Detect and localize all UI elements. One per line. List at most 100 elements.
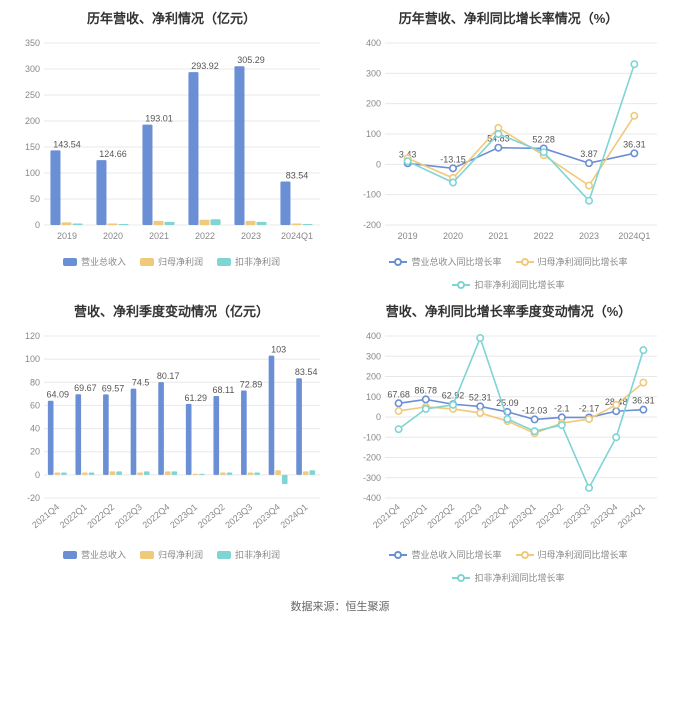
legend-label: 营业总收入同比增长率	[411, 548, 501, 561]
svg-text:103: 103	[271, 345, 286, 355]
svg-text:2020: 2020	[103, 231, 123, 241]
legend-label: 营业总收入同比增长率	[411, 255, 501, 268]
svg-text:83.54: 83.54	[295, 367, 318, 377]
legend-label: 扣非净利润同比增长率	[474, 571, 564, 584]
svg-text:-300: -300	[363, 473, 381, 483]
svg-text:40: 40	[30, 424, 40, 434]
svg-text:2022Q2: 2022Q2	[85, 502, 116, 530]
svg-text:2023Q3: 2023Q3	[223, 502, 254, 530]
chart4-panel: 营收、净利同比增长率季度变动情况（%）-400-300-200-10001002…	[345, 301, 672, 584]
svg-text:2024Q1: 2024Q1	[279, 502, 310, 530]
svg-text:0: 0	[35, 470, 40, 480]
svg-text:2023Q1: 2023Q1	[168, 502, 199, 530]
svg-text:0: 0	[376, 159, 381, 169]
svg-text:150: 150	[25, 142, 40, 152]
svg-text:-2.1: -2.1	[554, 403, 570, 413]
chart-svg: -400-300-200-10001002003004002021Q42022Q…	[345, 326, 665, 546]
svg-text:52.28: 52.28	[532, 134, 555, 144]
svg-text:3.87: 3.87	[580, 149, 598, 159]
svg-text:2021Q4: 2021Q4	[30, 502, 61, 530]
svg-text:300: 300	[366, 68, 381, 78]
svg-text:25.09: 25.09	[496, 398, 519, 408]
svg-text:2022: 2022	[195, 231, 215, 241]
svg-text:2023Q1: 2023Q1	[507, 502, 538, 530]
svg-text:300: 300	[366, 351, 381, 361]
svg-text:2021: 2021	[488, 231, 508, 241]
chart-legend: 营业总收入同比增长率归母净利润同比增长率扣非净利润同比增长率	[345, 255, 672, 291]
svg-text:2023: 2023	[579, 231, 599, 241]
svg-text:64.09: 64.09	[47, 390, 70, 400]
svg-text:2022Q4: 2022Q4	[480, 502, 511, 530]
svg-text:-20: -20	[27, 493, 40, 503]
data-source-label: 数据来源：恒生聚源	[0, 592, 680, 624]
chart3-panel: 营收、净利季度变动情况（亿元）-200204060801001202021Q42…	[8, 301, 335, 584]
svg-text:74.5: 74.5	[132, 378, 150, 388]
svg-text:2022Q3: 2022Q3	[453, 502, 484, 530]
legend-item: 扣非净利润	[217, 548, 280, 561]
svg-text:86.78: 86.78	[415, 385, 438, 395]
svg-text:143.54: 143.54	[53, 139, 81, 149]
chart-title: 历年营收、净利情况（亿元）	[8, 8, 335, 27]
svg-text:-12.03: -12.03	[522, 405, 548, 415]
svg-text:-200: -200	[363, 220, 381, 230]
svg-text:2022: 2022	[534, 231, 554, 241]
svg-text:-200: -200	[363, 453, 381, 463]
svg-text:69.67: 69.67	[74, 383, 97, 393]
svg-text:300: 300	[25, 64, 40, 74]
svg-text:120: 120	[25, 331, 40, 341]
svg-text:2022Q3: 2022Q3	[113, 502, 144, 530]
legend-item: 归母净利润	[140, 548, 203, 561]
svg-text:2024Q1: 2024Q1	[281, 231, 313, 241]
svg-text:200: 200	[25, 116, 40, 126]
legend-label: 扣非净利润	[235, 255, 280, 268]
svg-text:2024Q1: 2024Q1	[618, 231, 650, 241]
svg-text:50: 50	[30, 194, 40, 204]
svg-text:80: 80	[30, 377, 40, 387]
chart1-panel: 历年营收、净利情况（亿元）050100150200250300350201920…	[8, 8, 335, 291]
legend-item: 扣非净利润同比增长率	[452, 571, 564, 584]
svg-text:200: 200	[366, 99, 381, 109]
legend-label: 营业总收入	[81, 255, 126, 268]
legend-item: 营业总收入	[63, 548, 126, 561]
svg-text:52.31: 52.31	[469, 392, 492, 402]
svg-text:-13.15: -13.15	[440, 154, 466, 164]
svg-text:2023Q2: 2023Q2	[196, 502, 227, 530]
svg-text:0: 0	[376, 412, 381, 422]
svg-text:200: 200	[366, 372, 381, 382]
svg-text:80.17: 80.17	[157, 371, 180, 381]
chart-title: 历年营收、净利同比增长率情况（%）	[345, 8, 672, 27]
svg-text:-100: -100	[363, 190, 381, 200]
svg-text:2019: 2019	[57, 231, 77, 241]
svg-text:100: 100	[366, 392, 381, 402]
svg-text:-400: -400	[363, 493, 381, 503]
chart2-panel: 历年营收、净利同比增长率情况（%）-200-100010020030040020…	[345, 8, 672, 291]
chart-svg: -200204060801001202021Q42022Q12022Q22022…	[8, 326, 328, 546]
svg-text:2021Q4: 2021Q4	[371, 502, 402, 530]
chart-svg: 0501001502002503003502019202020212022202…	[8, 33, 328, 253]
svg-text:20: 20	[30, 447, 40, 457]
svg-text:72.89: 72.89	[240, 380, 263, 390]
legend-item: 归母净利润	[140, 255, 203, 268]
chart-title: 营收、净利季度变动情况（亿元）	[8, 301, 335, 320]
svg-text:61.29: 61.29	[185, 393, 208, 403]
svg-text:83.54: 83.54	[286, 171, 309, 181]
svg-text:2024Q1: 2024Q1	[616, 502, 647, 530]
svg-text:-100: -100	[363, 432, 381, 442]
chart-legend: 营业总收入 归母净利润 扣非净利润	[8, 548, 335, 561]
svg-text:2022Q1: 2022Q1	[398, 502, 429, 530]
legend-label: 归母净利润	[158, 548, 203, 561]
svg-text:400: 400	[366, 331, 381, 341]
svg-text:2023Q3: 2023Q3	[561, 502, 592, 530]
svg-text:100: 100	[25, 168, 40, 178]
legend-item: 归母净利润同比增长率	[516, 255, 628, 268]
svg-text:2022Q2: 2022Q2	[425, 502, 456, 530]
svg-text:100: 100	[366, 129, 381, 139]
svg-text:60: 60	[30, 400, 40, 410]
svg-text:-2.17: -2.17	[579, 403, 600, 413]
svg-text:2023Q4: 2023Q4	[251, 502, 282, 530]
svg-text:0: 0	[35, 220, 40, 230]
svg-text:36.31: 36.31	[632, 396, 655, 406]
legend-item: 营业总收入同比增长率	[389, 548, 501, 561]
svg-text:2020: 2020	[443, 231, 463, 241]
svg-text:2023Q4: 2023Q4	[589, 502, 620, 530]
